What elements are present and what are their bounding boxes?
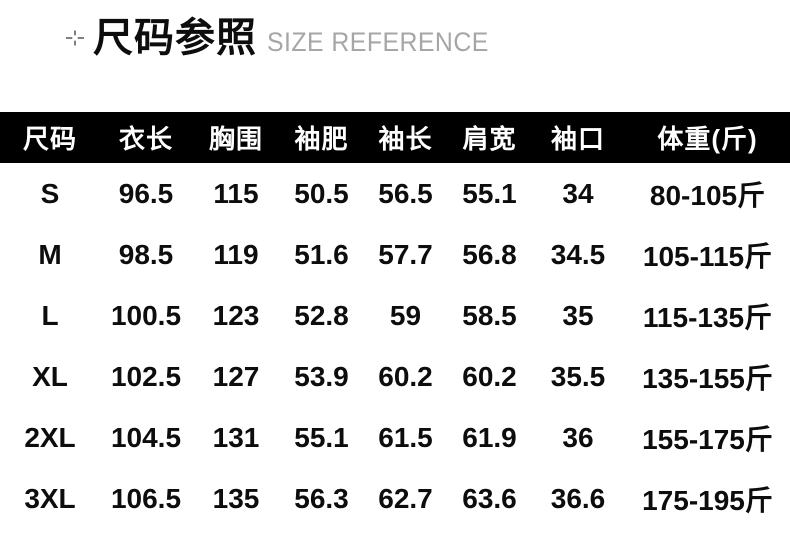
column-header-sleeve-length: 袖长 [378,124,433,154]
cell-value: 127 [212,360,260,392]
cell-value: 52.8 [294,299,349,331]
table-row-xl: XL 102.5 127 53.9 60.2 60.2 35.5 135-155… [0,346,790,407]
table-row-m: M 98.5 119 51.6 57.7 56.8 34.5 105-115斤 [0,224,790,285]
cell-value: 50.5 [294,177,349,209]
cell-size: M [38,238,62,270]
cell-value: 60.2 [378,360,433,392]
cell-weight: 155-175斤 [642,423,773,455]
cell-size: L [41,299,59,331]
cell-value: 104.5 [110,421,182,453]
cell-value: 96.5 [118,177,174,209]
cell-value: 123 [212,299,260,331]
title-wrap: 尺码参照 SIZE REFERENCE [66,14,508,62]
cell-value: 62.7 [378,482,433,514]
column-header-size: 尺码 [22,124,77,154]
cell-size: 2XL [24,421,76,453]
table-row-2xl: 2XL 104.5 131 55.1 61.5 61.9 36 155-175斤 [0,407,790,468]
cell-size: XL [32,360,68,392]
size-table: 尺码 衣长 胸围 袖肥 袖长 肩宽 袖口 体重(斤) S 96.5 115 50… [0,112,790,529]
column-header-cuff: 袖口 [550,124,605,154]
cell-value: 55.1 [462,177,517,209]
cell-size: S [40,177,60,209]
cell-weight: 175-195斤 [642,484,773,516]
cell-value: 34.5 [550,238,606,270]
column-header-shoulder: 肩宽 [462,124,517,154]
page-title-zh: 尺码参照 [93,16,257,60]
cell-value: 56.5 [378,177,433,209]
cell-value: 59 [389,299,422,331]
cell-weight: 105-115斤 [642,240,773,272]
page-title: 尺码参照 SIZE REFERENCE [93,14,508,62]
column-header-bust: 胸围 [208,124,263,154]
cell-value: 35.5 [550,360,606,392]
cell-value: 135 [212,482,260,514]
cell-value: 58.5 [462,299,517,331]
cell-value: 55.1 [294,421,349,453]
table-header-row: 尺码 衣长 胸围 袖肥 袖长 肩宽 袖口 体重(斤) [0,112,790,163]
cell-value: 106.5 [110,482,182,514]
cell-value: 56.8 [462,238,517,270]
column-header-sleeve-width: 袖肥 [294,124,349,154]
cell-weight: 80-105斤 [649,179,766,211]
cell-value: 53.9 [294,360,349,392]
cell-value: 36 [562,421,594,453]
cell-value: 60.2 [462,360,517,392]
cell-value: 34 [562,177,594,209]
cell-value: 56.3 [294,482,349,514]
cell-value: 61.5 [378,421,433,453]
column-header-weight: 体重(斤) [657,124,758,154]
cell-value: 115 [213,177,259,209]
cell-value: 57.7 [378,238,433,270]
cell-weight: 135-155斤 [642,362,773,394]
table-row-s: S 96.5 115 50.5 56.5 55.1 34 80-105斤 [0,163,790,224]
cell-value: 61.9 [462,421,517,453]
cell-weight: 115-135斤 [642,301,773,333]
cell-value: 36.6 [550,482,606,514]
table-row-l: L 100.5 123 52.8 59 58.5 35 115-135斤 [0,285,790,346]
cell-value: 51.6 [294,238,349,270]
table-row-3xl: 3XL 106.5 135 56.3 62.7 63.6 36.6 175-19… [0,468,790,529]
column-header-length: 衣长 [118,124,173,154]
cell-value: 119 [213,238,259,270]
cell-size: 3XL [24,482,76,514]
cell-value: 102.5 [110,360,182,392]
cell-value: 35 [562,299,594,331]
cell-value: 98.5 [118,238,174,270]
page-title-en: SIZE REFERENCE [267,27,489,57]
title-area: 尺码参照 SIZE REFERENCE [0,0,790,112]
cell-value: 100.5 [110,299,182,331]
cell-value: 63.6 [462,482,517,514]
cell-value: 131 [212,421,260,453]
crosshair-icon [66,30,84,46]
